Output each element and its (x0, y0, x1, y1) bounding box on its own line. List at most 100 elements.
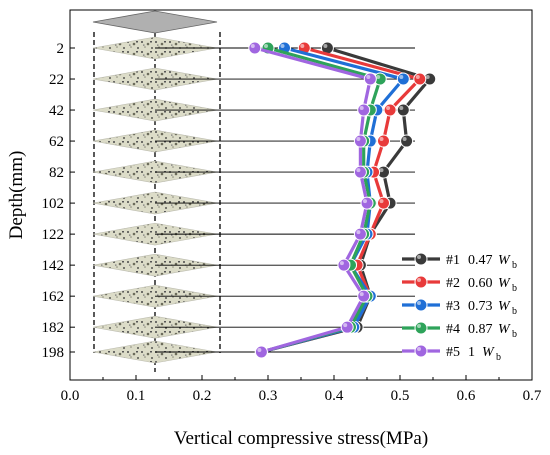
legend-marker-highlight (417, 347, 421, 351)
legend-marker-highlight (417, 301, 421, 305)
data-point-highlight (399, 75, 404, 80)
data-point (400, 134, 414, 148)
data-point (248, 41, 262, 55)
data-point (383, 103, 397, 117)
data-point (353, 227, 367, 241)
legend-series-symbol: W (498, 253, 511, 268)
y-tick-label: 122 (42, 227, 65, 243)
legend-series-symbol: W (498, 299, 511, 314)
data-point-highlight (264, 44, 268, 48)
legend-series-name: #3 (446, 299, 460, 314)
y-tick-label: 42 (49, 103, 64, 119)
data-point-highlight (402, 137, 407, 142)
data-point-highlight (359, 106, 364, 111)
data-point (337, 258, 351, 272)
legend-series-value: 0.87 (468, 322, 493, 337)
data-point-highlight (379, 199, 384, 204)
y-tick-label: 102 (42, 196, 65, 212)
y-tick-label: 182 (42, 320, 65, 336)
data-point (396, 72, 410, 86)
data-point (413, 72, 427, 86)
legend-series-name: #1 (446, 253, 460, 268)
data-point-highlight (343, 323, 348, 328)
data-point-highlight (356, 168, 361, 173)
x-tick-label: 0.3 (259, 388, 278, 404)
series-line (260, 46, 422, 354)
data-point (363, 72, 377, 86)
series-5 (248, 41, 377, 359)
data-point-highlight (366, 75, 371, 80)
x-tick-label: 0.4 (325, 388, 344, 404)
data-point (357, 103, 371, 117)
legend-series-subscript: b (512, 329, 517, 340)
data-point (396, 103, 410, 117)
legend-series-name: #2 (446, 276, 460, 291)
legend-marker (414, 298, 428, 312)
data-point-highlight (356, 230, 361, 235)
y-tick-label: 22 (49, 72, 64, 88)
legend-series-subscript: b (512, 260, 517, 271)
legend-series-subscript: b (512, 306, 517, 317)
data-point-highlight (425, 75, 430, 80)
y-tick-label: 198 (42, 345, 65, 361)
data-point-highlight (339, 261, 344, 266)
data-point (377, 196, 390, 210)
data-point (353, 134, 367, 148)
specimen-top-plate (92, 10, 218, 34)
legend-marker-highlight (417, 278, 421, 282)
legend-marker-highlight (417, 255, 421, 259)
legend-series-symbol: W (482, 345, 495, 360)
legend-series-subscript: b (496, 352, 501, 363)
data-point-highlight (323, 44, 328, 48)
legend-series-symbol: W (498, 322, 511, 337)
data-point (254, 345, 268, 359)
legend-series-symbol: W (498, 276, 511, 291)
data-point-highlight (379, 137, 384, 142)
data-point (357, 289, 371, 303)
data-point (360, 196, 374, 210)
y-tick-label: 82 (49, 165, 64, 181)
legend-series-value: 0.60 (468, 276, 493, 291)
legend-marker (414, 321, 428, 335)
data-point (340, 320, 354, 334)
data-point-highlight (363, 199, 367, 204)
x-tick-label: 0.7 (523, 388, 542, 404)
data-point-highlight (257, 348, 262, 352)
x-axis-ticks: 0.0 0.1 0.2 0.3 0.4 0.5 0.6 0.7 (61, 375, 542, 404)
x-tick-label: 0.6 (457, 388, 476, 404)
x-tick-label: 0.5 (391, 388, 410, 404)
legend-series-value: 0.47 (468, 253, 493, 268)
legend-marker (414, 344, 428, 358)
data-point-highlight (356, 137, 361, 142)
data-point-highlight (280, 44, 285, 48)
data-point-highlight (300, 44, 305, 48)
data-point-highlight (359, 292, 364, 297)
data-point-highlight (379, 168, 384, 173)
y-tick-label: 162 (42, 289, 65, 305)
data-point-highlight (399, 106, 404, 111)
data-point-highlight (415, 75, 420, 80)
legend-series-value: 0.73 (468, 299, 493, 314)
series-layer (248, 41, 437, 359)
x-axis-title: Vertical compressive stress(MPa) (174, 428, 428, 449)
legend-marker (414, 252, 428, 266)
data-point (377, 134, 390, 148)
y-axis-title: Depth(mm) (6, 151, 27, 240)
y-tick-label: 2 (57, 41, 65, 57)
series-2 (254, 41, 427, 359)
data-point-highlight (386, 106, 391, 111)
legend-series-value: 1 (468, 345, 475, 360)
legend-series-subscript: b (512, 283, 517, 294)
series-line (254, 46, 372, 354)
y-tick-label: 62 (49, 134, 64, 150)
legend-series-name: #4 (446, 322, 460, 337)
specimen-illustration (92, 10, 221, 372)
